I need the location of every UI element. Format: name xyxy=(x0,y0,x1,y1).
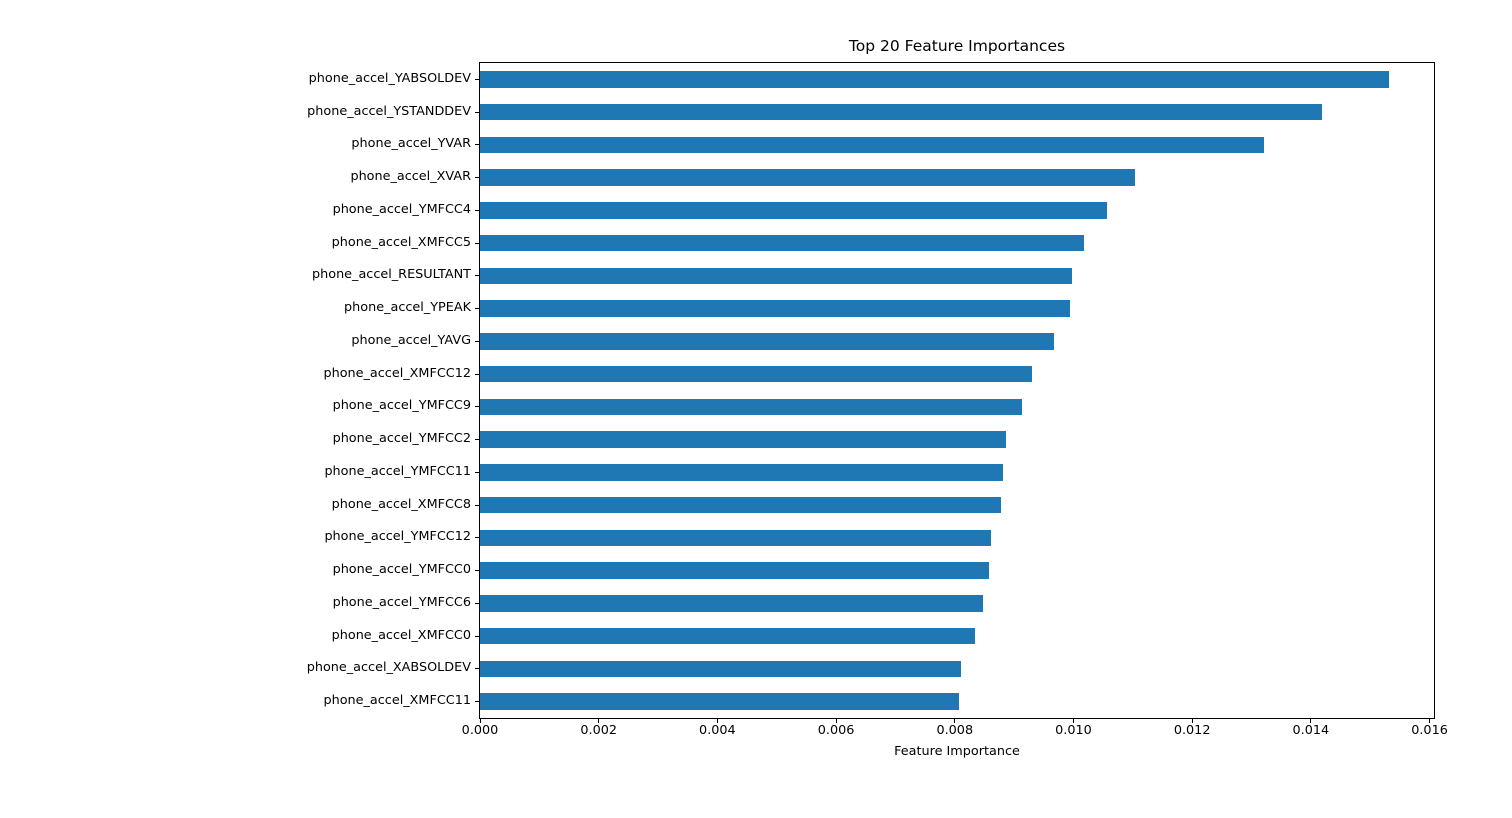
bar xyxy=(480,71,1390,88)
bar xyxy=(480,627,975,645)
bar xyxy=(480,595,983,612)
bar xyxy=(480,464,1003,481)
x-tick-label: 0.008 xyxy=(936,723,974,738)
x-tick-label: 0.002 xyxy=(580,723,618,738)
y-tick-mark xyxy=(475,570,479,572)
y-tick-label: phone_accel_YMFCC11 xyxy=(324,463,471,479)
y-tick-label: phone_accel_YAVG xyxy=(351,332,471,348)
x-tick-mark xyxy=(1429,719,1431,723)
bar xyxy=(480,496,1002,514)
bar xyxy=(480,660,961,678)
x-tick-label: 0.012 xyxy=(1173,723,1211,738)
y-tick-label: phone_accel_XMFCC12 xyxy=(323,365,471,381)
bar xyxy=(480,529,991,547)
y-tick-label: phone_accel_RESULTANT xyxy=(312,267,471,283)
bar xyxy=(480,103,1323,121)
x-tick-label: 0.004 xyxy=(699,723,736,738)
y-tick-label: phone_accel_YMFCC4 xyxy=(332,201,471,217)
y-tick-mark xyxy=(475,635,479,637)
y-tick-label: phone_accel_YMFCC0 xyxy=(332,562,471,578)
y-tick-mark xyxy=(475,308,479,310)
x-tick-label: 0.016 xyxy=(1411,723,1448,738)
y-tick-label: phone_accel_YMFCC2 xyxy=(332,431,471,447)
x-tick-mark xyxy=(1310,719,1312,723)
bar xyxy=(480,693,959,710)
x-tick-mark xyxy=(598,719,600,723)
y-tick-mark xyxy=(475,406,479,408)
bar xyxy=(480,431,1006,448)
y-tick-mark xyxy=(475,242,479,244)
y-tick-label: phone_accel_YVAR xyxy=(351,136,471,152)
chart-title: Top 20 Feature Importances xyxy=(848,37,1066,55)
y-tick-mark xyxy=(475,504,479,506)
x-tick-mark xyxy=(716,719,718,723)
bar xyxy=(480,267,1072,285)
y-tick-mark xyxy=(475,144,479,146)
bar xyxy=(480,202,1107,219)
y-tick-label: phone_accel_YMFCC6 xyxy=(332,594,471,610)
x-tick-label: 0.010 xyxy=(1055,723,1092,738)
y-tick-label: phone_accel_YMFCC12 xyxy=(324,529,471,545)
y-tick-mark xyxy=(475,111,479,113)
y-tick-label: phone_accel_XMFCC5 xyxy=(331,234,471,250)
y-tick-label: phone_accel_XMFCC0 xyxy=(331,627,471,643)
y-tick-mark xyxy=(475,340,479,342)
x-tick-mark xyxy=(835,719,837,723)
y-tick-mark xyxy=(475,275,479,277)
y-tick-label: phone_accel_XMFCC11 xyxy=(323,693,471,709)
bar xyxy=(480,333,1054,350)
bar xyxy=(480,234,1084,252)
x-tick-mark xyxy=(954,719,956,723)
bar xyxy=(480,365,1032,383)
x-tick-mark xyxy=(1191,719,1193,723)
y-tick-mark xyxy=(475,209,479,211)
y-tick-mark xyxy=(475,439,479,441)
bar xyxy=(480,136,1264,154)
y-tick-mark xyxy=(475,471,479,473)
y-tick-label: phone_accel_YPEAK xyxy=(344,300,471,316)
y-tick-mark xyxy=(475,373,479,375)
x-tick-mark xyxy=(479,719,481,723)
y-tick-mark xyxy=(475,668,479,670)
bar xyxy=(480,398,1022,416)
x-tick-label: 0.014 xyxy=(1292,723,1330,738)
y-tick-label: phone_accel_XABSOLDEV xyxy=(306,660,471,676)
x-tick-mark xyxy=(1072,719,1074,723)
bar xyxy=(480,300,1070,317)
y-tick-mark xyxy=(475,701,479,703)
y-tick-mark xyxy=(475,537,479,539)
y-tick-label: phone_accel_XMFCC8 xyxy=(331,496,471,512)
y-tick-mark xyxy=(475,177,479,179)
plot-area xyxy=(479,62,1435,719)
y-tick-label: phone_accel_YABSOLDEV xyxy=(308,70,471,86)
y-tick-label: phone_accel_XVAR xyxy=(350,169,471,185)
y-tick-label: phone_accel_YSTANDDEV xyxy=(307,103,471,119)
bar xyxy=(480,169,1135,186)
bar xyxy=(480,562,989,579)
x-tick-label: 0.000 xyxy=(461,723,499,738)
y-tick-label: phone_accel_YMFCC9 xyxy=(332,398,471,414)
x-axis-label: Feature Importance xyxy=(894,744,1020,759)
y-tick-mark xyxy=(475,602,479,604)
y-tick-mark xyxy=(475,78,479,80)
x-tick-label: 0.006 xyxy=(817,723,855,738)
